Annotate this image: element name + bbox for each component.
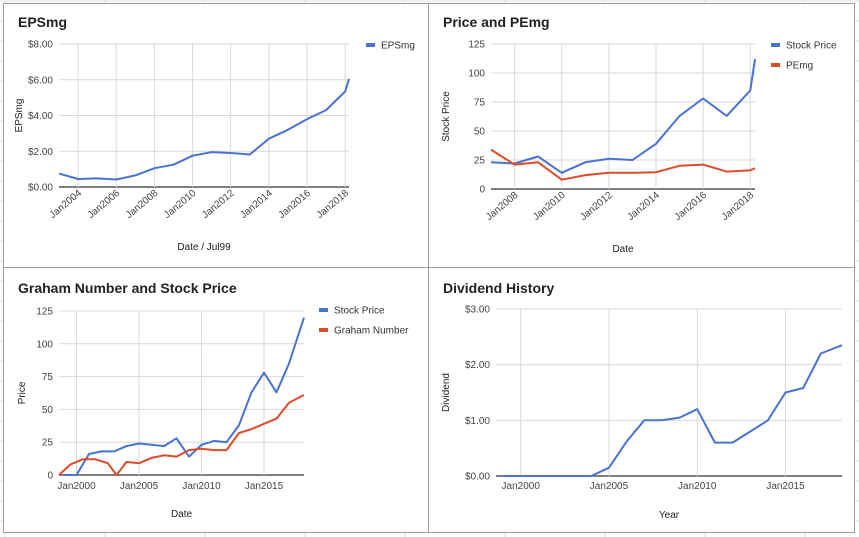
legend-swatch [319,308,328,312]
legend-swatch [319,328,328,332]
x-tick-label: Jan2014 [238,188,275,221]
legend-label: Stock Price [334,306,385,317]
series-line [490,58,756,174]
y-tick-label: 100 [468,69,485,80]
x-tick-label: Jan2000 [57,481,96,492]
x-tick-label: Jan2005 [120,481,159,492]
legend-label: Graham Number [334,326,409,337]
chart-title: Graham Number and Stock Price [18,280,237,296]
chart-title: Dividend History [443,280,554,296]
series-line [58,394,305,476]
legend-label: PEmg [786,61,813,72]
x-tick-label: Jan2004 [48,188,85,221]
x-tick-label: Jan2006 [86,188,123,221]
y-tick-label: $6.00 [28,75,53,86]
x-tick-label: Jan2016 [673,190,710,223]
y-tick-label: 25 [474,156,486,167]
y-tick-label: 50 [474,127,486,138]
x-axis-label: Date [171,509,193,520]
chart-title: Price and PEmg [443,14,550,30]
y-tick-label: 75 [42,372,54,383]
x-tick-label: Jan2018 [720,190,757,223]
y-axis-label: EPSmg [14,99,25,133]
legend-label: EPSmg [381,41,415,52]
x-tick-label: Jan2014 [625,190,662,223]
y-tick-label: $4.00 [28,111,53,122]
series-line [490,148,756,181]
x-tick-label: Jan2010 [678,481,717,492]
chart-panel-epsmg[interactable]: EPSmg $0.00 $2.00 $4.00 $6.00 $8.00 Jan2004 Jan… [3,3,429,268]
x-axis-label: Date [612,244,634,255]
y-axis-label: Dividend [441,373,452,412]
chart-panel-graham-number[interactable]: Graham Number and Stock Price 0 25 50 75 100 1… [3,267,429,533]
chart-price-pemg: Price and PEmg 0 25 50 75 100 125 Jan2008 Jan201… [441,14,837,255]
y-tick-label: $0.00 [28,183,53,194]
x-axis-label: Year [659,510,680,521]
x-tick-label: Jan2008 [124,188,161,221]
y-tick-label: $1.00 [465,416,490,427]
y-tick-label: $8.00 [28,40,53,51]
series-line [58,78,350,181]
chart-panel-dividend-history[interactable]: Dividend History $0.00 $1.00 $2.00 $3.00 Jan2… [428,267,855,533]
y-tick-label: 75 [474,98,486,109]
x-tick-label: Jan2012 [578,190,615,223]
x-tick-label: Jan2010 [182,481,221,492]
y-tick-label: 125 [36,307,53,318]
series-line [64,317,305,476]
x-tick-label: Jan2018 [315,188,352,221]
y-tick-label: 50 [42,405,54,416]
y-tick-label: $3.00 [465,305,490,316]
x-tick-label: Jan2000 [502,481,541,492]
legend-swatch [366,43,375,47]
series-line [503,344,843,477]
x-tick-label: Jan2015 [245,481,284,492]
chart-dividend-history: Dividend History $0.00 $1.00 $2.00 $3.00 Jan2… [441,280,843,521]
x-tick-label: Jan2015 [766,481,805,492]
chart-panel-price-pemg[interactable]: Price and PEmg 0 25 50 75 100 125 Jan2008 Jan201… [428,3,855,268]
chart-graham-number: Graham Number and Stock Price 0 25 50 75 100 1… [17,280,409,520]
y-tick-label: 125 [468,40,485,51]
x-tick-label: Jan2005 [590,481,629,492]
chart-title: EPSmg [18,14,67,30]
x-tick-label: Jan2016 [276,188,313,221]
y-tick-label: 25 [42,438,54,449]
y-tick-label: 100 [36,339,53,350]
legend-label: Stock Price [786,41,837,52]
y-tick-label: $2.00 [465,360,490,371]
y-tick-label: 0 [47,471,53,482]
y-tick-label: 0 [479,185,485,196]
y-axis-label: Price [17,381,28,404]
x-tick-label: Jan2010 [162,188,199,221]
x-tick-label: Jan2010 [531,190,568,223]
y-axis-label: Stock Price [441,91,452,142]
x-tick-label: Jan2012 [200,188,237,221]
x-axis-label: Date / Jul99 [177,242,231,253]
legend-swatch [771,43,780,47]
legend-swatch [771,63,780,67]
x-tick-label: Jan2008 [484,190,521,223]
y-tick-label: $0.00 [465,472,490,483]
y-tick-label: $2.00 [28,147,53,158]
